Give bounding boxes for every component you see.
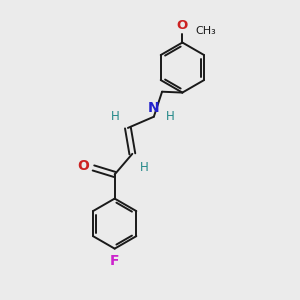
Text: F: F (110, 254, 119, 268)
Text: H: H (140, 161, 148, 174)
Text: O: O (77, 160, 89, 173)
Text: O: O (177, 19, 188, 32)
Text: H: H (166, 110, 175, 123)
Text: CH₃: CH₃ (196, 26, 216, 36)
Text: N: N (148, 101, 160, 115)
Text: H: H (111, 110, 120, 124)
